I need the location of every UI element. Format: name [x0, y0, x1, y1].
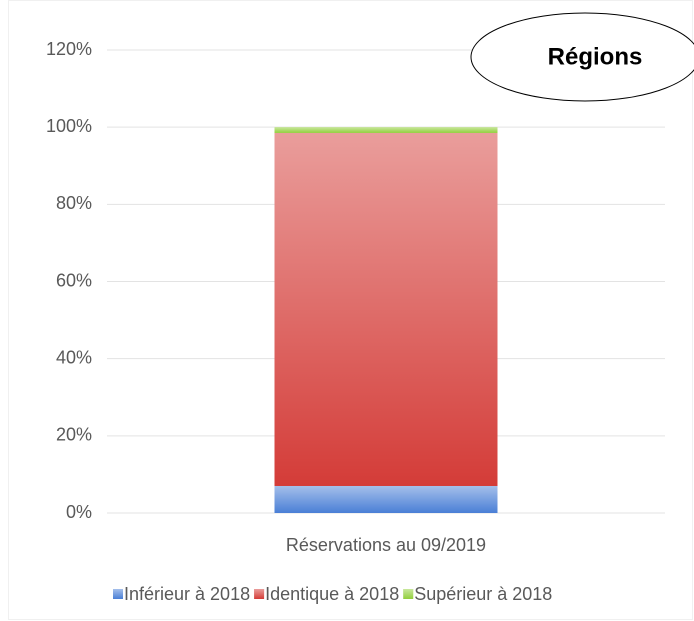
y-tick-label: 20%: [56, 425, 92, 445]
annotation: Régions: [548, 43, 643, 70]
legend-label: Supérieur à 2018: [414, 584, 552, 604]
bar-sheen: [274, 485, 498, 513]
legend-label: Inférieur à 2018: [124, 584, 250, 604]
bar-sheen: [274, 127, 498, 133]
y-tick-label: 0%: [66, 502, 92, 522]
y-tick-label: 60%: [56, 270, 92, 290]
legend-label: Identique à 2018: [265, 584, 399, 604]
annotation-ellipse: [470, 12, 694, 102]
bar-sheen: [274, 132, 498, 486]
legend-sheen: [403, 589, 414, 599]
y-tick-label: 40%: [56, 347, 92, 367]
x-tick-label: Réservations au 09/2019: [286, 535, 486, 555]
chart-border: [8, 0, 693, 620]
y-tick-label: 80%: [56, 193, 92, 213]
y-tick-label: 120%: [46, 39, 92, 59]
legend-sheen: [254, 589, 265, 599]
y-tick-label: 100%: [46, 116, 92, 136]
legend-sheen: [113, 589, 123, 599]
